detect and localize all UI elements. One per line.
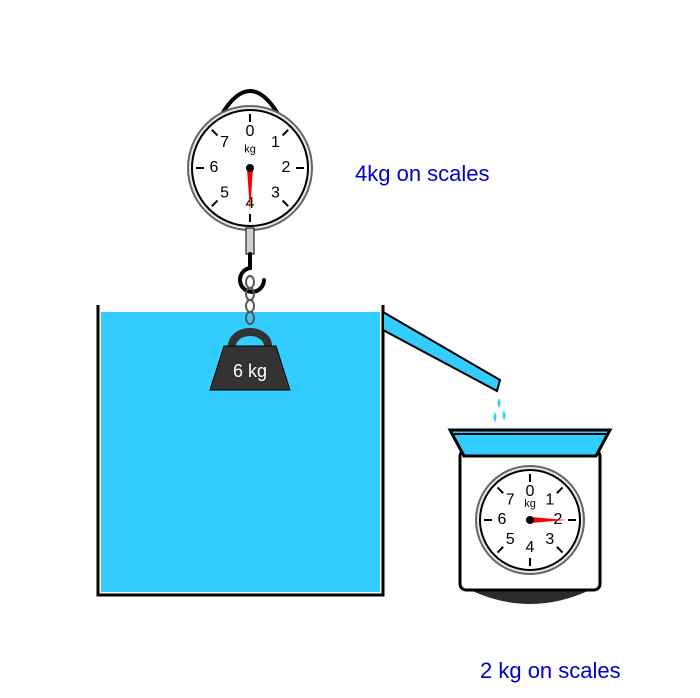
dial-tick-label: 5 (506, 531, 515, 548)
dial-tick-label: 6 (210, 159, 219, 176)
dial-tick-label: 7 (506, 491, 515, 508)
dial-tick-label: 1 (545, 491, 554, 508)
chain-link (246, 276, 254, 288)
spring-scale-annotation: 4kg on scales (355, 161, 490, 186)
weight-label: 6 kg (233, 361, 267, 381)
kitchen-scale-base (470, 590, 590, 604)
water-drop (498, 398, 501, 408)
diagram-canvas: 01234567kg6 kg01234567kg4kg on scales2 k… (0, 0, 700, 698)
spring-scale-dial: 01234567kg (188, 106, 312, 230)
dial-tick-label: 2 (282, 159, 291, 176)
dial-tick-label: 3 (271, 185, 280, 202)
kitchen-scale-dial: 01234567kg (476, 466, 584, 574)
dial-tick-label: 6 (498, 511, 507, 528)
kitchen-scale-annotation: 2 kg on scales (480, 658, 621, 683)
water-drop (503, 410, 506, 420)
dial-unit-label: kg (244, 143, 256, 155)
dial-tick-label: 3 (545, 531, 554, 548)
spring-scale-stem (246, 228, 254, 254)
overflow-spout (383, 312, 500, 391)
chain-link (246, 300, 254, 312)
dial-tick-label: 1 (271, 134, 280, 151)
dial-tick-label: 0 (246, 123, 255, 140)
dial-tick-label: 4 (526, 539, 535, 556)
dial-tick-label: 5 (220, 185, 229, 202)
dial-unit-label: kg (524, 498, 536, 510)
dial-tick-label: 7 (220, 134, 229, 151)
water-drop (494, 412, 497, 422)
